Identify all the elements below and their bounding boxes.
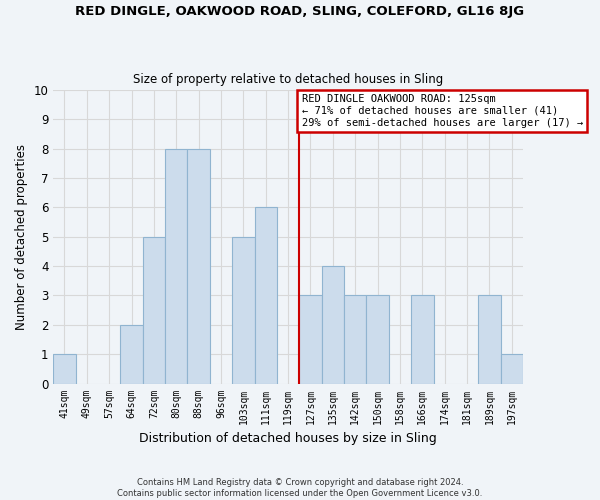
Bar [187,148,210,384]
Text: Contains HM Land Registry data © Crown copyright and database right 2024.
Contai: Contains HM Land Registry data © Crown c… [118,478,482,498]
Bar [121,325,143,384]
Text: RED DINGLE, OAKWOOD ROAD, SLING, COLEFORD, GL16 8JG: RED DINGLE, OAKWOOD ROAD, SLING, COLEFOR… [76,5,524,18]
Bar [500,354,523,384]
Bar [299,296,322,384]
Bar [411,296,434,384]
Bar [344,296,367,384]
Bar [367,296,389,384]
Bar [322,266,344,384]
Bar [478,296,500,384]
Bar [143,237,165,384]
Bar [165,148,187,384]
Bar [232,237,254,384]
Bar [254,208,277,384]
Title: Size of property relative to detached houses in Sling: Size of property relative to detached ho… [133,73,443,86]
Text: RED DINGLE OAKWOOD ROAD: 125sqm
← 71% of detached houses are smaller (41)
29% of: RED DINGLE OAKWOOD ROAD: 125sqm ← 71% of… [302,94,583,128]
Bar [53,354,76,384]
Y-axis label: Number of detached properties: Number of detached properties [15,144,28,330]
X-axis label: Distribution of detached houses by size in Sling: Distribution of detached houses by size … [139,432,437,445]
